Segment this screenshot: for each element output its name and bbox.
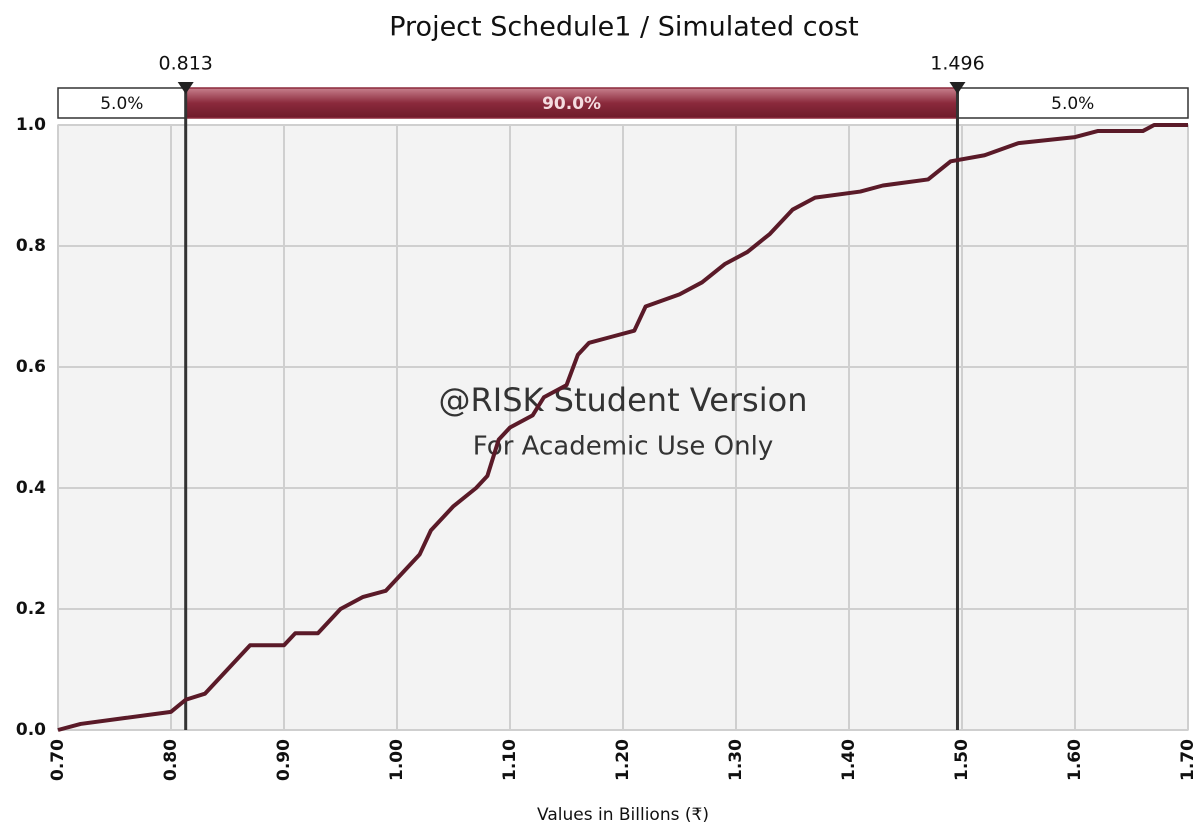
x-tick-label: 0.70 bbox=[48, 739, 68, 781]
x-tick-label: 1.60 bbox=[1065, 739, 1085, 781]
watermark: @RISK Student Version bbox=[439, 381, 808, 419]
delimiter-label: 1.496 bbox=[930, 53, 984, 75]
y-tick-label: 0.8 bbox=[16, 236, 46, 256]
band-label: 5.0% bbox=[1051, 94, 1094, 114]
x-tick-label: 1.30 bbox=[726, 739, 746, 781]
x-tick-label: 1.10 bbox=[500, 739, 520, 781]
y-tick-label: 0.0 bbox=[16, 720, 46, 740]
band-label: 90.0% bbox=[542, 94, 601, 114]
x-tick-label: 1.40 bbox=[839, 739, 859, 781]
y-tick-label: 0.4 bbox=[16, 478, 46, 498]
band-label: 5.0% bbox=[100, 94, 143, 114]
x-tick-label: 0.90 bbox=[274, 739, 294, 781]
band-right bbox=[956, 87, 1189, 119]
chart-title: Project Schedule1 / Simulated cost bbox=[389, 12, 859, 43]
x-tick-label: 0.80 bbox=[161, 739, 181, 781]
delimiter-marker bbox=[177, 82, 194, 94]
watermark: For Academic Use Only bbox=[473, 432, 773, 462]
delimiter-label: 0.813 bbox=[158, 53, 212, 75]
x-axis-label: Values in Billions (₹) bbox=[537, 805, 709, 825]
y-tick-label: 0.2 bbox=[16, 599, 46, 619]
x-tick-label: 1.70 bbox=[1178, 739, 1197, 781]
x-tick-label: 1.20 bbox=[613, 739, 633, 781]
x-tick-label: 1.50 bbox=[952, 739, 972, 781]
delimiter-marker bbox=[949, 82, 966, 94]
x-tick-label: 1.00 bbox=[387, 739, 407, 781]
cumulative-line bbox=[57, 123, 1188, 732]
y-tick-label: 1.0 bbox=[16, 115, 46, 135]
y-tick-label: 0.6 bbox=[16, 357, 46, 377]
